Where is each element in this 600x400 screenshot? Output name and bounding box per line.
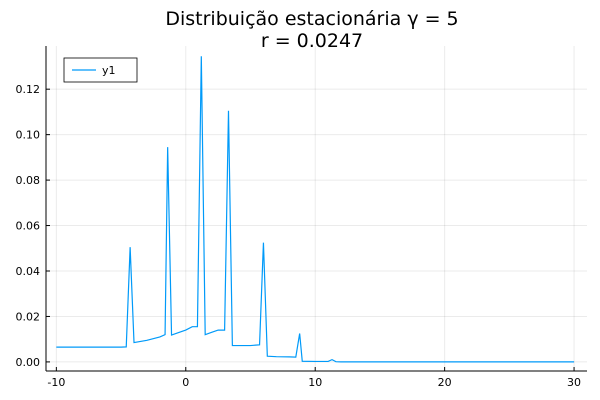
y-axis-ticks: 0.00 0.02 0.04 0.06 0.08 0.10 0.12 (16, 83, 50, 369)
y-tick-label: 0.12 (16, 83, 41, 96)
x-tick-label: 10 (308, 376, 322, 389)
chart-title: Distribuição estacionária γ = 5 (165, 8, 458, 30)
y-tick-label: 0.02 (16, 310, 41, 323)
x-axis-ticks: -10 0 10 20 30 (47, 367, 581, 389)
chart-subtitle: r = 0.0247 (261, 30, 363, 52)
x-tick-label: 20 (438, 376, 452, 389)
grid (46, 46, 587, 371)
series-line-y1 (56, 56, 575, 363)
y-tick-label: 0.04 (16, 265, 41, 278)
y-tick-label: 0.06 (16, 220, 41, 233)
y-tick-label: 0.10 (16, 129, 41, 142)
legend-label: y1 (102, 64, 116, 77)
x-tick-label: 0 (182, 376, 189, 389)
x-tick-label: -10 (47, 376, 65, 389)
series-group (56, 56, 575, 363)
x-tick-label: 30 (567, 376, 581, 389)
legend: y1 (63, 57, 138, 83)
y-tick-label: 0.00 (16, 356, 41, 369)
y-tick-label: 0.08 (16, 174, 41, 187)
